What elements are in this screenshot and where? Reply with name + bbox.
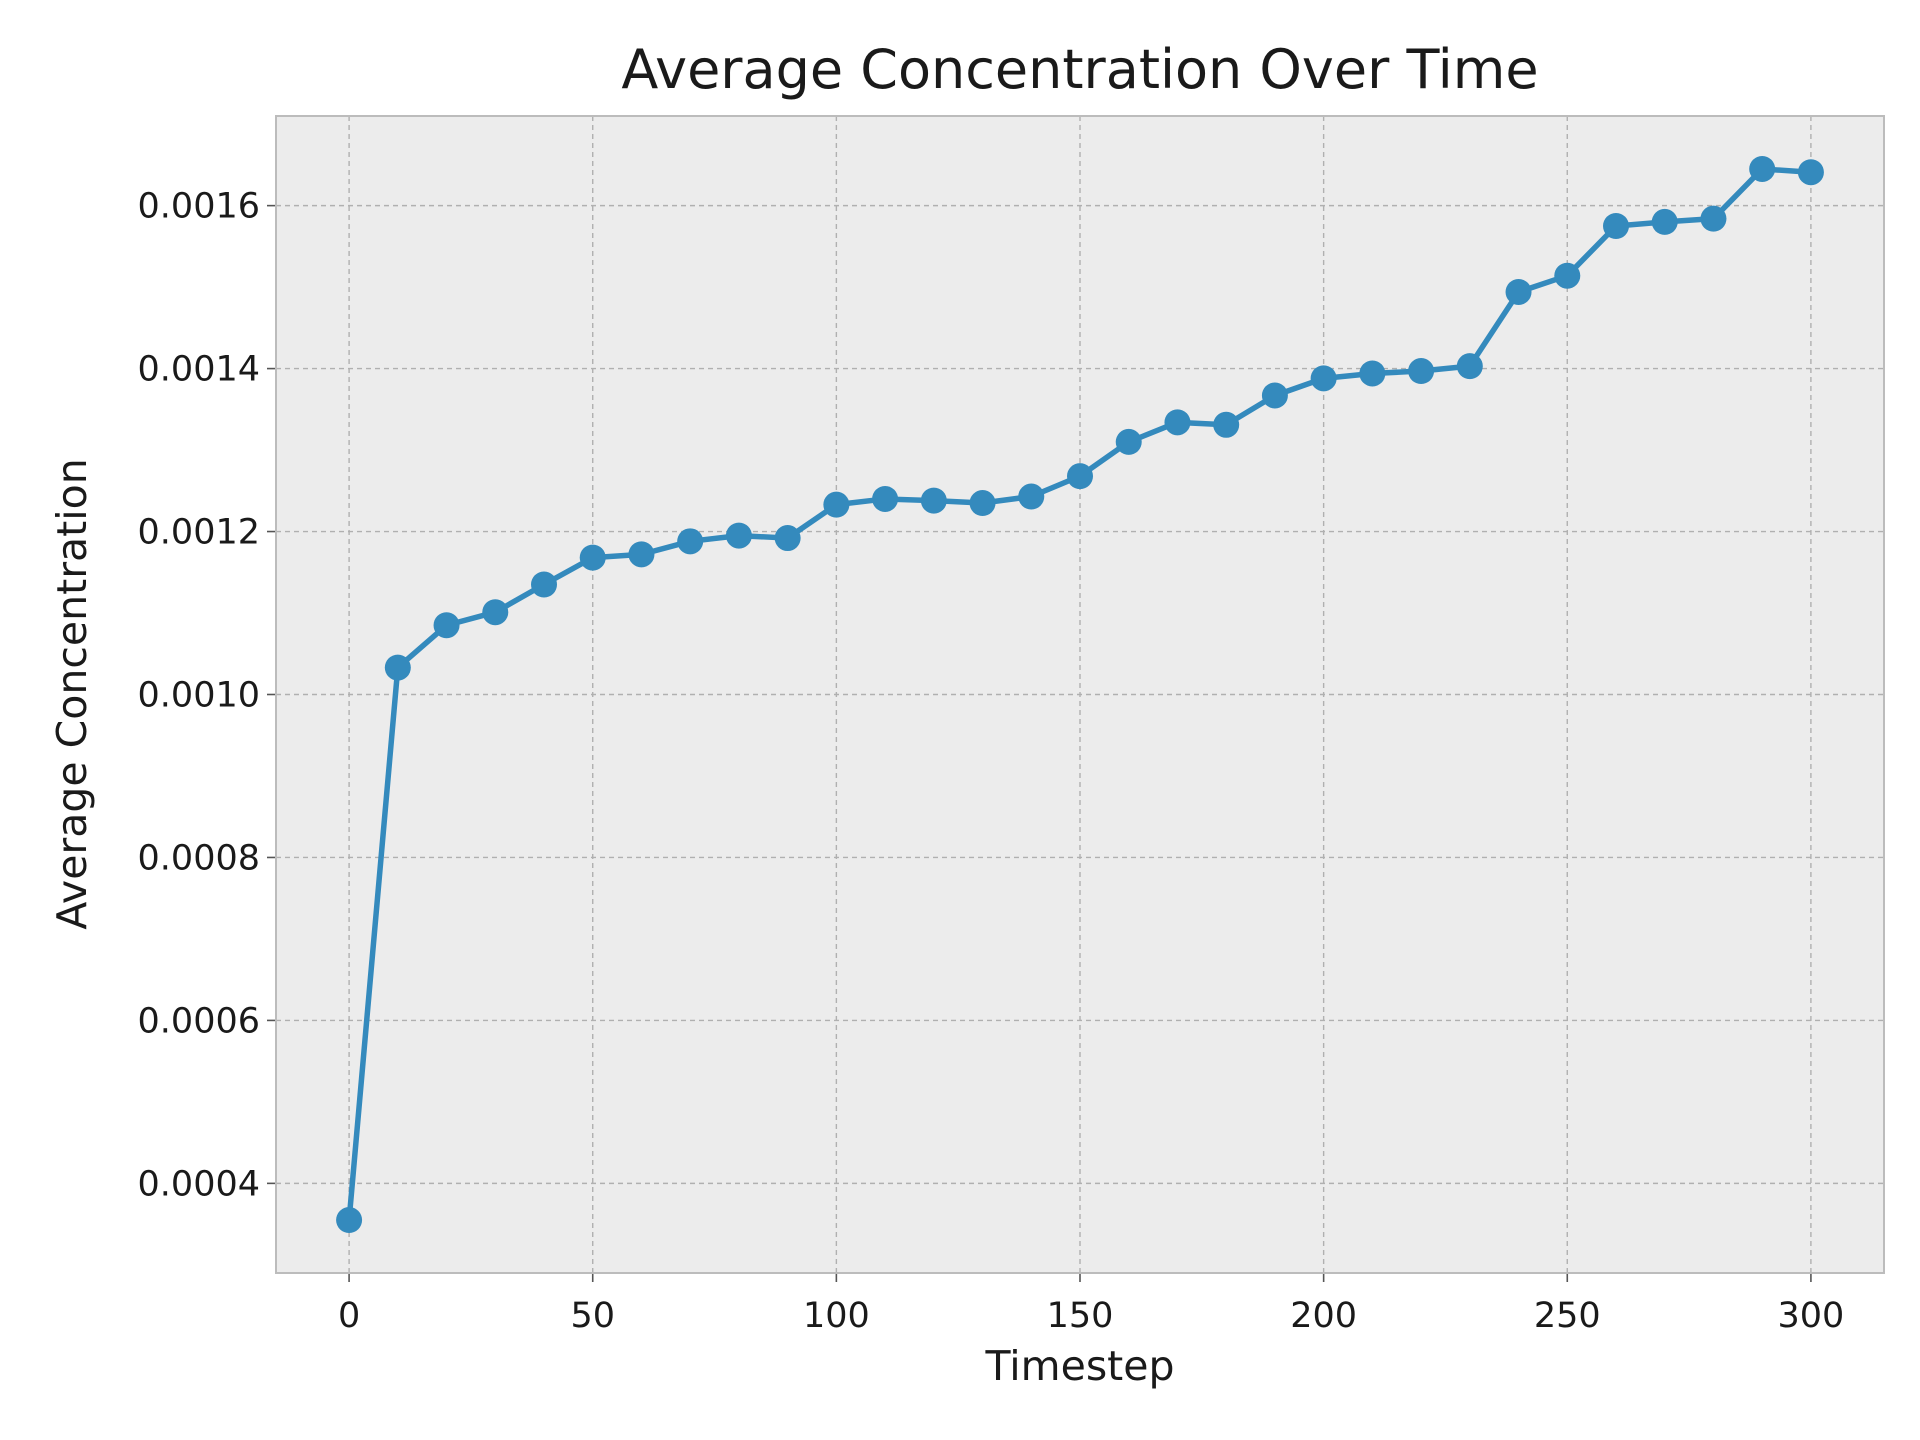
data-point bbox=[969, 490, 996, 517]
y-tick-label: 0.0004 bbox=[138, 1164, 260, 1204]
data-point bbox=[1408, 358, 1435, 385]
y-axis-label: Average Concentration bbox=[48, 458, 96, 929]
x-tick-label: 300 bbox=[1778, 1296, 1845, 1336]
data-point bbox=[1797, 159, 1824, 186]
y-tick-labels: 0.0004 0.0006 0.0008 0.0010 0.0012 0.0014 0.00… bbox=[138, 187, 260, 1205]
x-tick-label: 200 bbox=[1290, 1296, 1357, 1336]
data-point bbox=[384, 654, 411, 681]
data-point bbox=[1749, 155, 1776, 182]
data-point bbox=[1067, 463, 1093, 490]
data-point bbox=[1456, 353, 1483, 380]
data-point bbox=[725, 522, 752, 549]
data-point bbox=[1213, 411, 1240, 438]
tick-marks bbox=[267, 204, 1812, 1282]
y-tick-label: 0.0006 bbox=[138, 1001, 260, 1041]
data-point bbox=[579, 544, 606, 571]
data-point bbox=[1261, 382, 1288, 409]
x-tick-label: 50 bbox=[570, 1296, 615, 1336]
data-point bbox=[920, 487, 947, 514]
data-point bbox=[433, 612, 460, 639]
plot-frame bbox=[275, 115, 1885, 1274]
data-point bbox=[1651, 208, 1678, 235]
data-point bbox=[1310, 365, 1337, 392]
y-tick-label: 0.0016 bbox=[138, 187, 260, 227]
x-tick-label: 100 bbox=[803, 1296, 870, 1336]
data-point bbox=[628, 541, 655, 568]
data-point bbox=[1115, 428, 1142, 455]
data-point bbox=[872, 485, 899, 512]
data-point bbox=[677, 528, 704, 555]
y-tick-label: 0.0008 bbox=[138, 838, 260, 878]
data-point bbox=[1603, 212, 1629, 239]
data-point bbox=[774, 525, 801, 552]
data-point bbox=[1359, 360, 1386, 387]
data-point bbox=[1018, 483, 1045, 510]
x-axis-label: Timestep bbox=[984, 1342, 1174, 1390]
data-point bbox=[482, 599, 509, 626]
x-tick-label: 250 bbox=[1534, 1296, 1601, 1336]
data-point bbox=[1164, 409, 1191, 436]
x-tick-label: 0 bbox=[338, 1296, 360, 1336]
data-point bbox=[1505, 278, 1532, 305]
y-tick-label: 0.0010 bbox=[138, 676, 260, 716]
data-point bbox=[1554, 262, 1581, 289]
series-group bbox=[336, 155, 1824, 1234]
chart-title: Average Concentration Over Time bbox=[621, 38, 1538, 101]
grid bbox=[276, 116, 1884, 1273]
data-point bbox=[1700, 205, 1727, 232]
x-tick-labels: 0 50 100 150 200 250 300 bbox=[338, 1296, 1844, 1336]
data-point bbox=[531, 571, 557, 598]
y-tick-label: 0.0014 bbox=[138, 350, 260, 390]
y-tick-label: 0.0012 bbox=[138, 513, 260, 553]
data-point bbox=[336, 1207, 363, 1234]
x-tick-label: 150 bbox=[1047, 1296, 1114, 1336]
data-point bbox=[823, 491, 850, 518]
